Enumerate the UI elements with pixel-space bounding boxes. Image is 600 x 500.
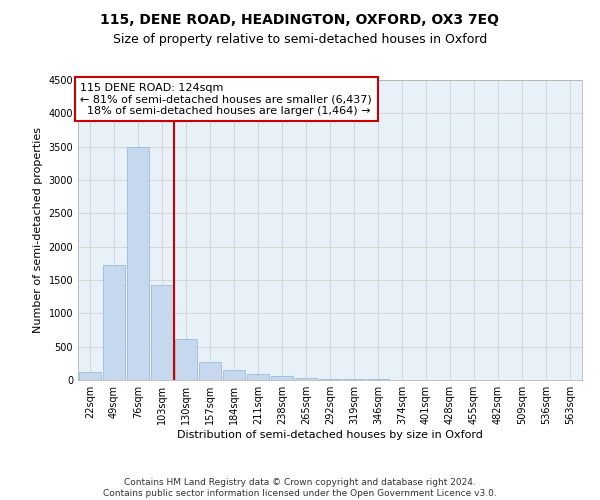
Bar: [295, 378, 317, 380]
Bar: [343, 379, 365, 380]
Text: 115, DENE ROAD, HEADINGTON, OXFORD, OX3 7EQ: 115, DENE ROAD, HEADINGTON, OXFORD, OX3 …: [101, 12, 499, 26]
Bar: [223, 370, 245, 380]
Bar: [103, 266, 125, 380]
Bar: [247, 374, 269, 380]
X-axis label: Distribution of semi-detached houses by size in Oxford: Distribution of semi-detached houses by …: [177, 430, 483, 440]
Text: Size of property relative to semi-detached houses in Oxford: Size of property relative to semi-detach…: [113, 32, 487, 46]
Bar: [151, 284, 173, 380]
Text: 115 DENE ROAD: 124sqm
← 81% of semi-detached houses are smaller (6,437)
  18% of: 115 DENE ROAD: 124sqm ← 81% of semi-deta…: [80, 82, 372, 116]
Bar: [271, 376, 293, 380]
Y-axis label: Number of semi-detached properties: Number of semi-detached properties: [33, 127, 43, 333]
Bar: [199, 362, 221, 380]
Bar: [175, 338, 197, 380]
Bar: [319, 378, 341, 380]
Bar: [79, 372, 101, 380]
Text: Contains HM Land Registry data © Crown copyright and database right 2024.
Contai: Contains HM Land Registry data © Crown c…: [103, 478, 497, 498]
Bar: [127, 146, 149, 380]
